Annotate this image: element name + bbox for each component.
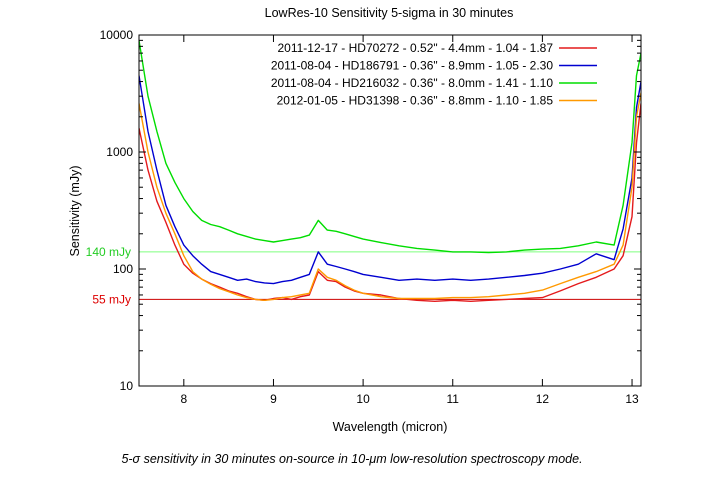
series-line	[139, 92, 641, 301]
x-tick-label: 12	[536, 392, 550, 406]
legend-entry-label: 2011-08-04 - HD216032 - 0.36" - 8.0mm - …	[271, 76, 554, 90]
x-tick-label: 9	[270, 392, 277, 406]
series-line	[139, 75, 641, 285]
x-tick-label: 8	[180, 392, 187, 406]
plot-clip-group	[139, 40, 641, 302]
y-tick-label: 1000	[106, 145, 133, 159]
y-tick-label: 10000	[100, 28, 134, 42]
legend-entry-label: 2011-08-04 - HD186791 - 0.36" - 8.9mm - …	[271, 59, 554, 73]
x-tick-label: 13	[625, 392, 639, 406]
x-tick-label: 11	[447, 392, 460, 406]
plot-frame	[138, 34, 642, 387]
plot-area	[139, 40, 641, 302]
legend-entry-label: 2012-01-05 - HD31398 - 0.36" - 8.8mm - 1…	[277, 94, 554, 108]
sensitivity-chart: LowRes-10 Sensitivity 5-sigma in 30 minu…	[68, 6, 642, 434]
figure-caption: 5-σ sensitivity in 30 minutes on-source …	[121, 452, 583, 466]
series-line	[139, 40, 641, 254]
x-axis-label: Wavelength (micron)	[333, 420, 448, 434]
series-line	[139, 103, 641, 302]
reference-line-labels: 140 mJy 55 mJy	[86, 245, 131, 306]
legend: 2011-12-17 - HD70272 - 0.52" - 4.4mm - 1…	[271, 41, 597, 108]
axis-ticks: 8 9 10 11 12 13 10 100 1000 10000	[100, 28, 641, 406]
legend-entry-label: 2011-12-17 - HD70272 - 0.52" - 4.4mm - 1…	[277, 41, 553, 55]
y-axis-label: Sensitivity (mJy)	[68, 166, 82, 257]
reference-line-label: 140 mJy	[86, 245, 131, 259]
reference-line-label: 55 mJy	[92, 292, 131, 306]
x-tick-label: 10	[356, 392, 370, 406]
chart-title: LowRes-10 Sensitivity 5-sigma in 30 minu…	[265, 6, 514, 20]
y-tick-label: 100	[113, 262, 133, 276]
y-tick-label: 10	[120, 379, 134, 393]
